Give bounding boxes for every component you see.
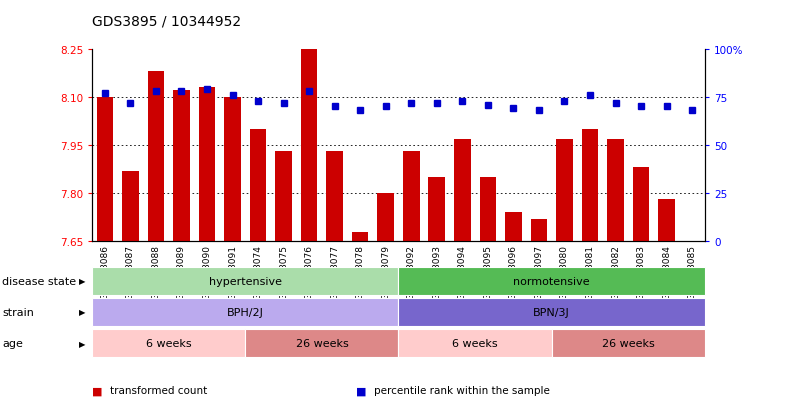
Text: ■: ■ <box>92 385 103 395</box>
Text: ▶: ▶ <box>79 308 86 317</box>
Text: 26 weeks: 26 weeks <box>296 338 348 348</box>
Bar <box>403 152 420 242</box>
Bar <box>480 178 496 242</box>
Text: age: age <box>2 338 23 348</box>
Text: transformed count: transformed count <box>110 385 207 395</box>
Bar <box>301 50 317 242</box>
Text: ▶: ▶ <box>79 339 86 348</box>
Bar <box>530 219 547 242</box>
Text: normotensive: normotensive <box>513 276 590 286</box>
Text: percentile rank within the sample: percentile rank within the sample <box>374 385 550 395</box>
Text: hypertensive: hypertensive <box>209 276 282 286</box>
Text: ▶: ▶ <box>79 277 86 286</box>
Text: strain: strain <box>2 307 34 317</box>
Text: disease state: disease state <box>2 276 77 286</box>
Bar <box>122 171 139 242</box>
Text: 6 weeks: 6 weeks <box>146 338 191 348</box>
Text: BPN/3J: BPN/3J <box>533 307 570 317</box>
Bar <box>276 152 292 242</box>
Bar <box>658 200 675 242</box>
Bar <box>505 213 521 242</box>
Bar <box>556 139 573 242</box>
Bar <box>97 97 113 242</box>
Text: 6 weeks: 6 weeks <box>453 338 498 348</box>
Text: BPH/2J: BPH/2J <box>227 307 264 317</box>
Bar <box>607 139 624 242</box>
Bar <box>199 88 215 242</box>
Bar <box>250 130 267 242</box>
Text: ■: ■ <box>356 385 367 395</box>
Bar <box>224 97 241 242</box>
Bar <box>429 178 445 242</box>
Bar <box>377 194 394 242</box>
Bar <box>326 152 343 242</box>
Bar <box>633 168 650 242</box>
Text: GDS3895 / 10344952: GDS3895 / 10344952 <box>92 14 241 28</box>
Bar <box>173 91 190 242</box>
Bar <box>147 72 164 242</box>
Bar <box>454 139 471 242</box>
Bar <box>582 130 598 242</box>
Text: 26 weeks: 26 weeks <box>602 338 654 348</box>
Bar <box>352 232 368 242</box>
